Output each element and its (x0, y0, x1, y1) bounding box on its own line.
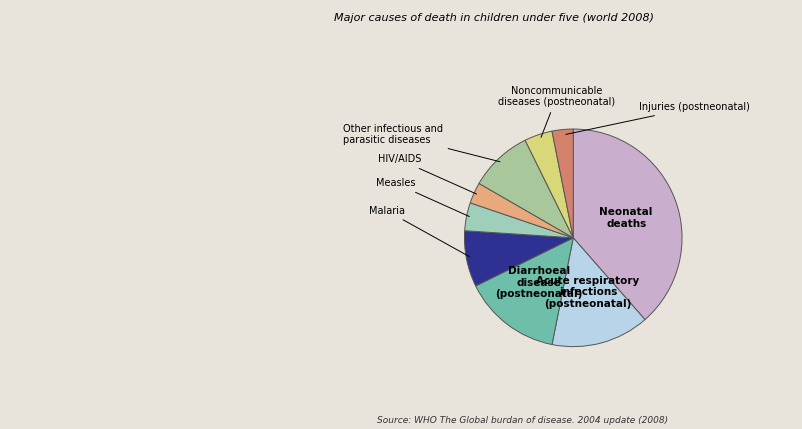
Wedge shape (464, 203, 573, 238)
Wedge shape (551, 129, 573, 238)
Text: Measles: Measles (375, 178, 468, 217)
Text: Other infectious and
parasitic diseases: Other infectious and parasitic diseases (342, 124, 500, 162)
Text: Neonatal
deaths: Neonatal deaths (599, 207, 652, 229)
Text: Source: WHO The Global burdan of disease. 2004 update (2008): Source: WHO The Global burdan of disease… (377, 416, 668, 425)
Wedge shape (470, 184, 573, 238)
Text: Malaria: Malaria (368, 205, 469, 257)
Wedge shape (573, 129, 681, 320)
Text: Major causes of death in children under five (world 2008): Major causes of death in children under … (334, 13, 653, 23)
Text: Injuries (postneonatal): Injuries (postneonatal) (565, 102, 748, 134)
Wedge shape (525, 131, 573, 238)
Text: Noncommunicable
diseases (postneonatal): Noncommunicable diseases (postneonatal) (498, 86, 614, 137)
Wedge shape (464, 231, 573, 286)
Wedge shape (551, 238, 644, 347)
Wedge shape (479, 140, 573, 238)
Text: Acute respiratory
infections
(postneonatal): Acute respiratory infections (postneonat… (536, 276, 638, 309)
Wedge shape (475, 238, 573, 344)
Text: Diarrhoeal
disease
(postneonatal): Diarrhoeal disease (postneonatal) (495, 266, 581, 299)
Text: HIV/AIDS: HIV/AIDS (377, 154, 476, 194)
